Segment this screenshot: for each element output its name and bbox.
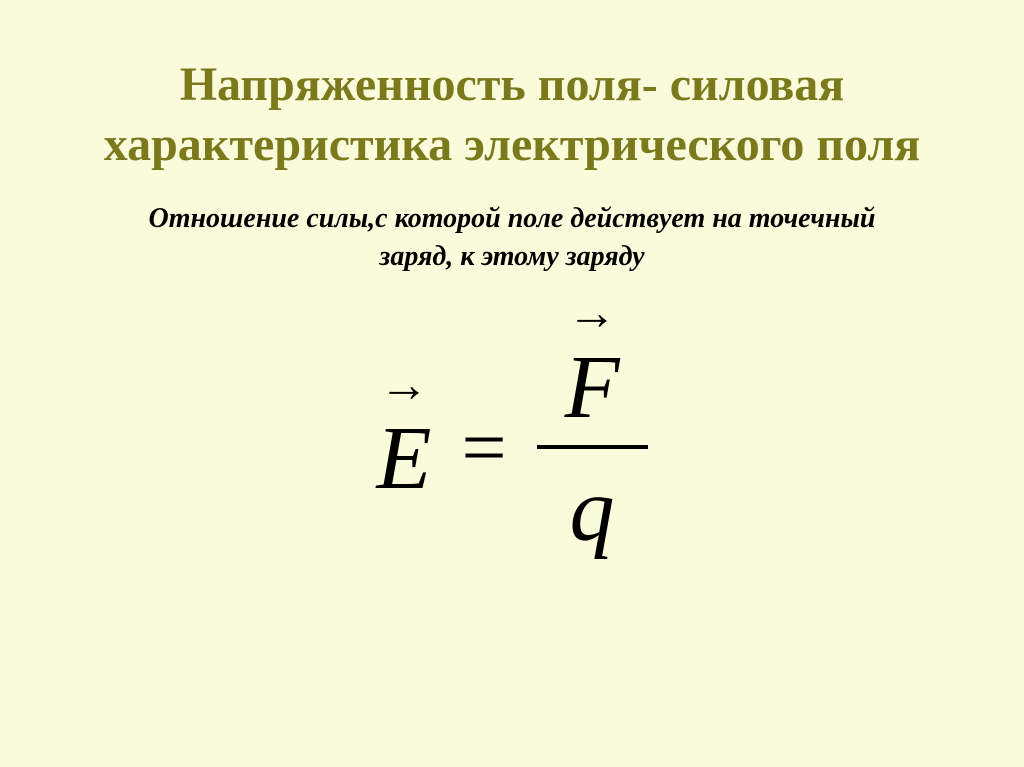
formula: → E = → F q [376, 336, 647, 562]
slide-title: Напряженность поля- силовая характеристи… [62, 55, 962, 175]
formula-lhs: → E [376, 407, 431, 510]
formula-fraction: → F q [537, 336, 648, 562]
slide-subtitle: Отношение силы,с которой поле действует … [112, 200, 912, 276]
formula-denominator-symbol: q [570, 461, 615, 560]
formula-equals: = [461, 403, 506, 494]
formula-lhs-symbol: E [376, 409, 431, 508]
formula-numerator-symbol: F [565, 338, 620, 437]
formula-numerator: → F [537, 336, 648, 445]
formula-denominator: q [542, 449, 643, 562]
